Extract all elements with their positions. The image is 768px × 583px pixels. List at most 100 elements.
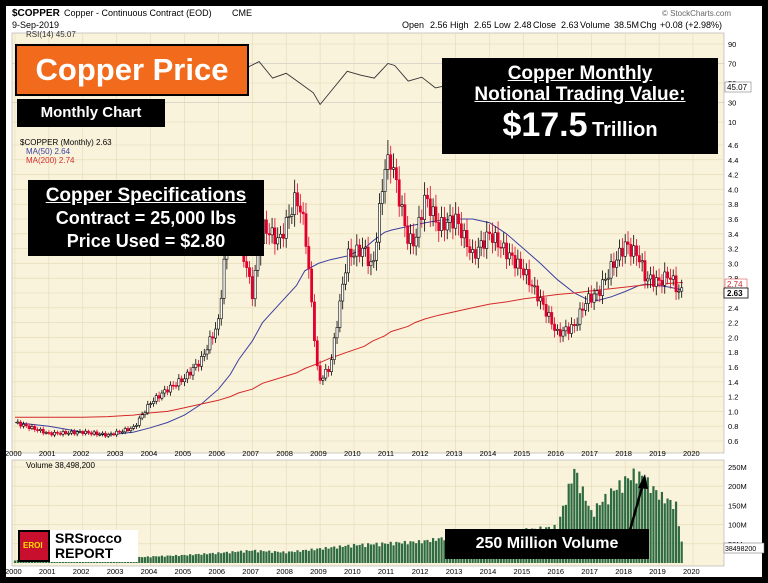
volume-bar (208, 553, 212, 563)
price-tick-label: 0.8 (728, 422, 738, 431)
candle-body (200, 356, 203, 367)
candle-body (55, 431, 59, 434)
candle-body (595, 290, 599, 295)
year-label-volume: 2003 (107, 567, 124, 576)
year-label: 2010 (344, 449, 361, 458)
candle-body (539, 297, 542, 302)
candle-body (578, 308, 582, 325)
candle-body (564, 326, 568, 332)
candle-body (417, 217, 421, 238)
candle-body (346, 248, 350, 274)
candle-body (214, 328, 217, 339)
ma200-tag-value: 2.74 (727, 280, 743, 289)
candle-body (245, 261, 249, 268)
candle-body (474, 249, 477, 259)
candle-body (30, 426, 34, 429)
low-label: Low (494, 20, 511, 30)
volume-bar (660, 491, 664, 563)
candle-body (84, 430, 88, 434)
candle-body (194, 363, 198, 368)
moving-averages (14, 218, 683, 436)
volume-bar (641, 475, 644, 563)
candle-body (36, 429, 40, 431)
candle-body (270, 227, 274, 236)
candle-body (16, 421, 20, 424)
volume-bar (352, 543, 356, 563)
volume-bar (282, 551, 285, 563)
candle-body (157, 395, 161, 399)
candle-body (581, 308, 585, 311)
candle-body (33, 426, 37, 430)
candle-body (516, 258, 520, 269)
logo-badge-text: EROI (23, 541, 43, 550)
candle-body (208, 336, 212, 351)
title-box: Copper Price (15, 44, 249, 96)
candle-body (654, 277, 658, 287)
volume-bar (237, 551, 240, 563)
volume-bar (310, 548, 313, 563)
volume-bar (265, 551, 268, 563)
candle-body (448, 215, 452, 223)
candle-body (352, 255, 356, 258)
candle-body (623, 241, 627, 257)
candle-body (488, 231, 492, 234)
volume-bar (324, 547, 327, 563)
candle-body (81, 431, 85, 434)
volume-bar (327, 548, 330, 563)
rsi-current-value: 45.07 (727, 83, 748, 92)
volume-bar (245, 550, 248, 563)
year-label: 2018 (615, 449, 632, 458)
candle-body (290, 214, 294, 217)
volume-bar (293, 552, 296, 563)
candle-body (126, 428, 130, 431)
ticker-symbol: $COPPER (12, 8, 61, 19)
volume-bar (649, 492, 652, 563)
candle-body (598, 290, 602, 296)
candle-body (570, 324, 573, 334)
candle-body (160, 392, 164, 399)
candle-body (389, 154, 393, 170)
volume-bar (220, 553, 223, 563)
volume-bar (581, 486, 584, 563)
candle-body (649, 274, 653, 280)
candle-body (129, 428, 133, 431)
volume-bar (646, 477, 649, 563)
candle-body (471, 249, 475, 253)
volume-bar (321, 549, 325, 563)
candle-body (626, 241, 630, 245)
volume-bar (655, 490, 658, 563)
volume-bar (570, 483, 573, 563)
candle-body (109, 433, 113, 436)
volume-bar (395, 541, 398, 563)
candle-body (536, 285, 540, 302)
candle-body (123, 428, 127, 433)
rsi-current-tag (724, 81, 752, 93)
candle-body (434, 206, 438, 223)
candle-body (188, 371, 192, 376)
year-label: 2001 (39, 449, 56, 458)
candle-body (202, 353, 206, 357)
year-label: 2009 (310, 449, 327, 458)
candle-body (615, 259, 619, 268)
volume-bar (403, 540, 406, 563)
year-label: 2011 (378, 449, 394, 458)
candle-body (89, 432, 93, 435)
candle-body (98, 433, 102, 436)
candle-body (39, 428, 42, 431)
candle-body (154, 395, 158, 402)
candle-body (375, 241, 379, 261)
candle-body (561, 330, 565, 337)
volume-bar (347, 544, 350, 563)
candle-body (411, 233, 415, 247)
volume-bar (432, 538, 435, 563)
candle-body (53, 431, 56, 436)
candle-body (604, 278, 607, 281)
volume-bar (302, 550, 305, 563)
volume-bar (141, 557, 144, 563)
candle-body (75, 431, 79, 435)
volume-bar (429, 541, 432, 563)
candle-body (24, 423, 28, 427)
volume-bar (197, 553, 200, 563)
volume-bar (333, 546, 336, 563)
volume-bar (398, 542, 401, 563)
